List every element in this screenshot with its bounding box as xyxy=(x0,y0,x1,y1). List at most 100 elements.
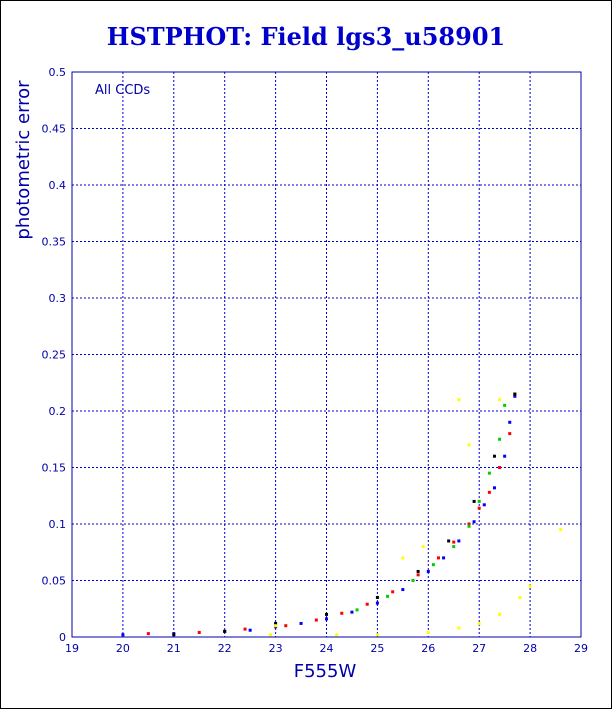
data-point xyxy=(457,539,461,543)
data-point xyxy=(421,545,425,549)
scatter-points xyxy=(121,392,563,637)
data-point xyxy=(467,524,471,528)
data-point xyxy=(350,610,354,614)
x-tick-label: 23 xyxy=(269,642,283,655)
data-point xyxy=(431,563,435,567)
data-point xyxy=(355,608,359,612)
y-tick-label: 0.05 xyxy=(42,575,67,588)
data-point xyxy=(477,506,481,510)
data-point xyxy=(503,454,507,458)
data-point xyxy=(335,633,339,637)
y-tick-labels: 0 0.05 0.1 0.15 0.2 0.25 0.3 0.35 0.4 0.45 0.5 xyxy=(42,66,67,644)
x-tick-label: 25 xyxy=(370,642,384,655)
data-point xyxy=(508,432,512,436)
data-point xyxy=(492,454,496,458)
y-tick-label: 0.25 xyxy=(42,349,67,362)
y-tick-label: 0.3 xyxy=(49,292,67,305)
data-point xyxy=(528,584,532,588)
data-point xyxy=(416,569,420,573)
data-point xyxy=(457,626,461,630)
data-point xyxy=(121,633,125,637)
data-point xyxy=(284,624,288,628)
y-tick-label: 0 xyxy=(59,631,66,644)
data-point xyxy=(513,392,517,396)
plot-frame xyxy=(71,71,582,638)
data-point xyxy=(375,633,379,637)
data-point xyxy=(401,588,405,592)
x-tick-label: 28 xyxy=(523,642,537,655)
ccd-annotation: All CCDs xyxy=(95,83,150,98)
data-point xyxy=(559,528,563,532)
y-tick-label: 0.15 xyxy=(42,462,67,475)
data-point xyxy=(498,398,502,402)
y-tick-label: 0.2 xyxy=(49,405,67,418)
y-tick-label: 0.5 xyxy=(49,66,67,79)
data-point xyxy=(503,403,507,407)
data-point xyxy=(457,398,461,402)
y-tick-label: 0.35 xyxy=(42,236,67,249)
data-point xyxy=(243,627,247,631)
data-point xyxy=(340,611,344,615)
data-point xyxy=(487,490,491,494)
data-point xyxy=(467,443,471,447)
data-point xyxy=(375,601,379,605)
x-tick-label: 26 xyxy=(421,642,435,655)
chart-title: HSTPHOT: Field lgs3_u58901 xyxy=(106,22,506,51)
data-point xyxy=(518,595,522,599)
y-tick-label: 0.1 xyxy=(49,518,67,531)
x-tick-label: 22 xyxy=(218,642,232,655)
y-tick-label: 0.45 xyxy=(42,123,67,136)
x-tick-label: 19 xyxy=(65,642,79,655)
x-tick-label: 24 xyxy=(320,642,334,655)
data-point xyxy=(401,556,405,560)
x-tick-labels: 19 20 21 22 23 24 25 26 27 28 29 xyxy=(65,642,588,655)
data-point xyxy=(325,612,328,616)
x-tick-label: 20 xyxy=(116,642,130,655)
data-point xyxy=(269,633,273,637)
data-point xyxy=(498,612,502,616)
data-point xyxy=(391,590,395,594)
data-point xyxy=(447,539,451,543)
data-point xyxy=(314,618,318,622)
data-point xyxy=(492,486,496,490)
data-point xyxy=(426,569,430,573)
data-point xyxy=(274,624,278,628)
data-point xyxy=(365,602,369,606)
data-point xyxy=(325,617,328,621)
data-point xyxy=(467,522,471,526)
y-tick-label: 0.4 xyxy=(49,179,67,192)
data-point xyxy=(375,595,379,599)
data-point xyxy=(472,499,476,503)
data-point xyxy=(498,437,502,441)
x-tick-label: 27 xyxy=(472,642,486,655)
data-point xyxy=(386,594,390,598)
data-point xyxy=(411,579,415,582)
data-point xyxy=(508,420,512,424)
data-point xyxy=(498,466,502,469)
grid xyxy=(71,71,582,638)
y-axis-label: photometric error xyxy=(13,80,34,240)
data-point xyxy=(477,621,481,625)
data-point xyxy=(487,471,491,475)
x-tick-label: 29 xyxy=(574,642,588,655)
x-tick-label: 21 xyxy=(167,642,181,655)
data-point xyxy=(482,503,486,507)
data-point xyxy=(452,545,456,549)
data-point xyxy=(426,630,430,634)
data-point xyxy=(274,621,278,625)
data-point xyxy=(477,499,481,503)
data-point xyxy=(299,621,303,625)
x-axis-label: F555W xyxy=(294,661,357,682)
data-point xyxy=(452,540,456,544)
data-point xyxy=(436,556,440,560)
data-point xyxy=(172,633,176,637)
data-point xyxy=(146,632,150,636)
data-point xyxy=(442,556,446,560)
data-point xyxy=(197,630,201,634)
data-point xyxy=(513,394,517,398)
data-point xyxy=(416,573,420,577)
data-point xyxy=(223,629,227,633)
data-point xyxy=(248,628,252,632)
data-point xyxy=(472,520,476,524)
